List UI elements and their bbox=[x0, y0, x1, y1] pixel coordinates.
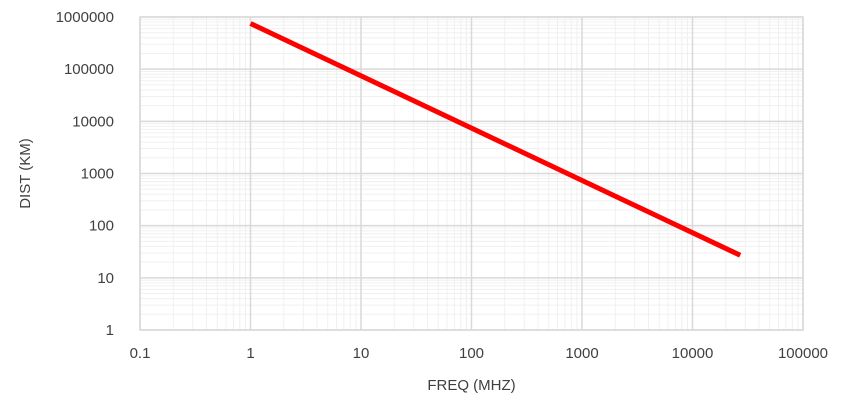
x-axis-title: FREQ (MHZ) bbox=[427, 377, 515, 394]
x-tick-label: 0.1 bbox=[130, 345, 151, 362]
x-tick-labels: 0.1 1 10 100 1000 10000 100000 bbox=[130, 345, 828, 362]
series-layer bbox=[249, 21, 742, 258]
y-tick-label: 100000 bbox=[64, 61, 114, 78]
y-tick-label: 1000 bbox=[81, 166, 114, 183]
plot-area-border bbox=[139, 16, 804, 331]
x-tick-label: 100 bbox=[459, 345, 484, 362]
x-tick-label: 10 bbox=[353, 345, 370, 362]
y-tick-label: 100 bbox=[89, 218, 114, 235]
y-axis-title: DIST (KM) bbox=[17, 138, 34, 209]
y-tick-label: 1000000 bbox=[56, 9, 114, 26]
x-tick-label: 1 bbox=[246, 345, 254, 362]
y-tick-label: 10000 bbox=[72, 113, 114, 130]
y-tick-label: 1 bbox=[106, 322, 114, 339]
x-tick-label: 10000 bbox=[672, 345, 714, 362]
x-tick-label: 100000 bbox=[778, 345, 828, 362]
x-tick-label: 1000 bbox=[565, 345, 598, 362]
y-tick-label: 10 bbox=[97, 270, 114, 287]
y-tick-labels: 1 10 100 1000 10000 100000 1000000 bbox=[56, 9, 114, 339]
series-line bbox=[249, 21, 742, 258]
